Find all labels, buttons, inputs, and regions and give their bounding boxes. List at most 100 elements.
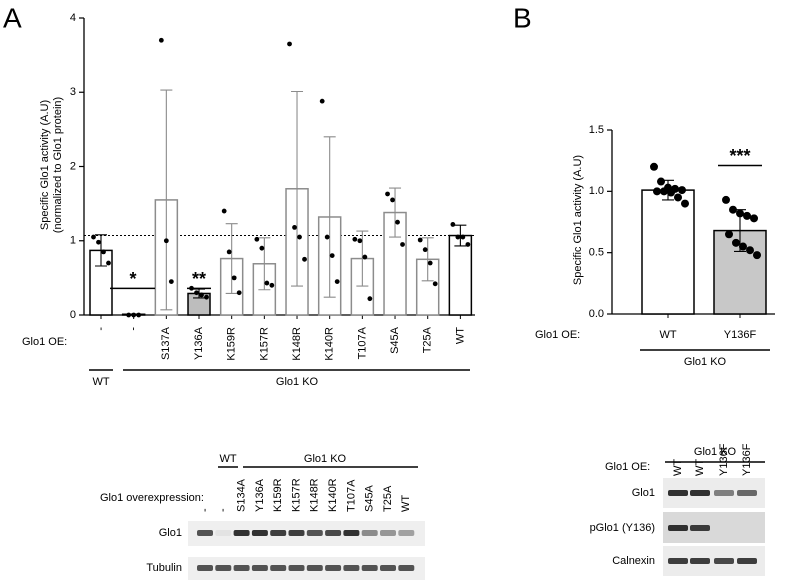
data-point <box>395 219 400 225</box>
data-point <box>362 254 368 260</box>
lane-label: Y136F <box>741 443 753 476</box>
data-point <box>254 236 260 242</box>
blot-band <box>325 565 342 571</box>
data-point <box>660 187 668 196</box>
significance-mark: *** <box>729 146 750 166</box>
data-point <box>465 242 471 247</box>
data-point <box>650 162 658 171</box>
lane-label: - <box>199 508 211 512</box>
data-point <box>91 234 96 240</box>
data-point <box>400 242 405 247</box>
data-point <box>357 238 363 244</box>
blot-band <box>233 530 250 536</box>
data-point <box>422 247 428 253</box>
data-point <box>729 205 737 214</box>
y-axis-label: (normalized to Glo1 protein) <box>52 97 64 233</box>
lane-label: S134A <box>236 478 248 512</box>
blot-row-label: Tubulin <box>146 562 182 574</box>
blot-header: Glo1 KO <box>694 446 737 458</box>
error-bar <box>291 90 304 287</box>
x-prefix: Glo1 OE: <box>22 336 67 348</box>
significance-mark: * <box>129 269 136 289</box>
x-tick-label: - <box>95 327 107 331</box>
data-point <box>163 238 169 244</box>
y-tick-label: 4 <box>70 12 76 24</box>
data-point <box>221 208 227 214</box>
x-tick-label: WT <box>454 327 466 344</box>
blot-band <box>361 565 378 571</box>
y-tick-label: 1.0 <box>589 185 604 197</box>
data-point <box>292 224 297 230</box>
blot-band <box>306 565 323 571</box>
lane-label: T107A <box>345 479 357 512</box>
bar <box>713 229 767 315</box>
error-bar <box>323 136 336 298</box>
data-point <box>236 290 242 296</box>
blot-band <box>251 565 268 571</box>
data-point <box>736 209 744 218</box>
data-point <box>231 275 237 281</box>
x-tick-label: - <box>128 327 140 331</box>
blot-strip <box>188 557 425 580</box>
y-tick-label: 2 <box>70 160 76 172</box>
lane-label: S45A <box>364 484 376 512</box>
lane-label: Y136A <box>254 478 266 512</box>
y-axis-label: Specific Glo1 activity (A.U) <box>572 155 584 285</box>
data-point <box>681 199 689 208</box>
blot-band <box>737 490 757 496</box>
blot-band <box>690 558 710 564</box>
x-tick-label: Y136A <box>193 326 205 360</box>
x-tick-label: K140R <box>324 327 336 361</box>
blot-band <box>197 530 213 536</box>
lane-label: - <box>217 508 229 512</box>
data-point <box>750 214 758 223</box>
x-tick-label: T25A <box>422 326 434 353</box>
x-tick-label: T107A <box>356 326 368 359</box>
y-tick-label: 3 <box>70 86 76 98</box>
blot-band <box>343 565 360 571</box>
data-point <box>199 292 204 298</box>
x-tick-label: S45A <box>389 326 401 354</box>
blot-band <box>398 565 415 571</box>
blot-band <box>215 530 232 536</box>
blot-row-label: Glo1 <box>159 527 182 539</box>
data-point <box>385 191 390 197</box>
blot-band <box>690 525 710 531</box>
error-bar <box>389 187 402 238</box>
x-tick-label: S137A <box>160 326 172 360</box>
error-bar <box>160 89 173 311</box>
blot-row-label: pGlo1 (Y136) <box>590 522 655 534</box>
lane-label: K140R <box>327 478 339 512</box>
data-point <box>297 234 302 240</box>
y-tick-label: 0.5 <box>589 247 604 259</box>
data-point <box>667 188 675 197</box>
data-point <box>746 246 754 255</box>
data-point <box>269 282 275 288</box>
lane-label: T25A <box>382 485 394 512</box>
x-tick-label: K148R <box>291 327 303 361</box>
data-point <box>101 249 106 255</box>
data-point <box>753 251 761 260</box>
data-point <box>743 211 751 220</box>
data-point <box>334 279 340 284</box>
data-point <box>194 290 199 296</box>
data-point <box>226 249 232 255</box>
blot-band <box>197 565 213 571</box>
blot-band <box>288 565 305 571</box>
error-bar <box>225 223 238 295</box>
data-point <box>732 238 740 247</box>
data-point <box>653 187 661 196</box>
blot-band <box>270 530 287 536</box>
blot-band <box>380 565 396 571</box>
y-tick-label: 1.5 <box>589 124 604 136</box>
lane-label: K157R <box>290 478 302 512</box>
error-bar <box>258 237 271 291</box>
data-point <box>432 281 438 287</box>
data-point <box>204 294 209 300</box>
y-axis-label: Specific Glo1 activity (A.U) <box>39 100 51 230</box>
data-point <box>96 239 101 245</box>
blot-band <box>668 490 688 496</box>
data-point <box>259 245 265 251</box>
blot-band <box>690 490 710 496</box>
